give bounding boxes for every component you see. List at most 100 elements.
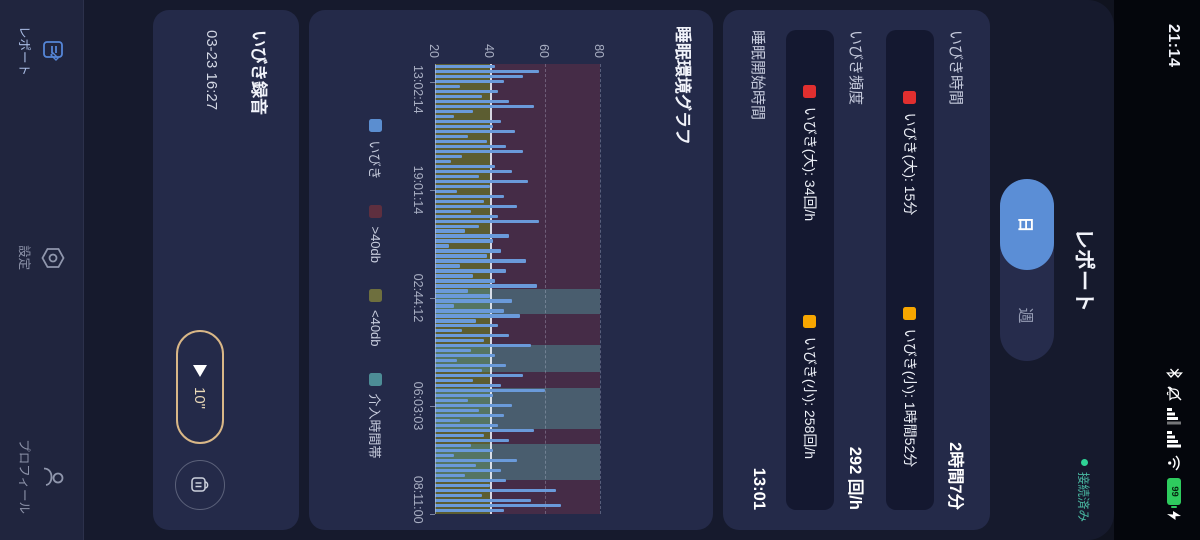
chart-area: 20 40 60 80 13:02:14 19:01:14 02:44:12 06:03:0… [366, 26, 606, 524]
chart-bar [435, 164, 496, 168]
y-tick-label: 80 [592, 44, 606, 58]
snore-frequency-row: いびき頻度 292 回/h [836, 28, 878, 512]
chart-bar [435, 109, 474, 114]
legend-swatch-icon [369, 289, 382, 302]
chart-bar [435, 174, 479, 178]
chart-bar [435, 508, 504, 512]
detail-text: いびき(大): 34回/h [802, 106, 818, 222]
chart-bar [435, 129, 515, 134]
recording-timestamp: 03-23 16:27 [203, 30, 220, 111]
chart-bar [435, 179, 529, 183]
y-tick-label: 20 [427, 44, 441, 58]
chart-bar [435, 224, 479, 228]
chart-bar [435, 468, 501, 473]
chart-bar [435, 314, 521, 318]
chart-bar [435, 374, 523, 378]
detail-text: いびき(小): 1時間52分 [902, 328, 918, 468]
chart-bar [435, 154, 463, 159]
chart-bar [435, 269, 507, 273]
legend-item: いびき [366, 119, 385, 179]
legend-label: >40db [368, 226, 383, 263]
row-label: いびき時間 [947, 30, 965, 106]
x-tick [430, 298, 435, 299]
signal-icon-1 [1167, 408, 1182, 425]
chart-bar [435, 84, 460, 89]
chart-bar [435, 169, 512, 173]
chart-bar [435, 299, 512, 303]
tab-week[interactable]: 週 [1016, 307, 1033, 324]
chart-bar [435, 448, 493, 453]
chart-bar [435, 463, 477, 468]
chart-bar [435, 194, 504, 198]
legend-label: <40db [368, 310, 383, 347]
orange-swatch-icon [903, 306, 917, 320]
chart-bar [435, 69, 540, 74]
detail-text: いびき(小): 258回/h [802, 336, 818, 460]
chart-bar [435, 214, 499, 218]
chart-bar [435, 453, 455, 458]
chart-bar [435, 413, 504, 418]
chart-bar [435, 388, 545, 393]
chart-bar [435, 334, 510, 338]
play-button[interactable]: 10" [176, 330, 224, 444]
chart-bar [435, 284, 537, 288]
chart-bar [435, 364, 507, 368]
chart-bar [435, 89, 499, 94]
report-icon [43, 41, 64, 61]
legend-label: いびき [367, 140, 382, 180]
app-content: レポート 接続済み 日 週 いびき時間 2時間7分 いびき(大): 15分 いび… [0, 0, 1114, 540]
chart-bar [435, 209, 471, 213]
charging-icon [1167, 511, 1182, 520]
chart-bar [435, 74, 523, 79]
chart-xaxis: 13:02:14 19:01:14 02:44:12 06:03:03 08:11:00 [399, 64, 435, 524]
y-tick-label: 60 [536, 44, 551, 58]
x-tick-label: 06:03:03 [411, 381, 425, 431]
row-label: いびき頻度 [847, 30, 865, 106]
row-value: 292 回/h [846, 446, 864, 510]
chart-bar [435, 498, 532, 502]
chart-bar [435, 104, 534, 109]
settings-icon [41, 247, 66, 268]
y-tick-label: 40 [481, 44, 496, 58]
recordings-list-button[interactable] [175, 460, 225, 510]
chart-bar [435, 493, 482, 497]
nav-label: プロフィール [17, 439, 32, 514]
snore-time-row: いびき時間 2時間7分 [936, 28, 978, 512]
chart-bar [435, 354, 496, 358]
chart-bar [435, 369, 482, 373]
status-icons: 99 [1166, 367, 1183, 520]
chart-bar [435, 204, 518, 208]
chart-bar [435, 289, 468, 293]
x-tick [430, 406, 435, 407]
chart-bar [435, 65, 496, 69]
recordings-list-icon [191, 477, 209, 492]
chart-bar [435, 329, 463, 333]
nav-item-settings[interactable]: 設定 [17, 245, 67, 271]
red-swatch-icon [903, 90, 917, 104]
legend-swatch-icon [369, 372, 382, 386]
chart-bar [435, 139, 488, 144]
chart-bar [435, 114, 455, 119]
chart-bar [435, 99, 510, 104]
legend-item: <40db [366, 289, 385, 347]
nav-item-profile[interactable]: プロフィール [17, 439, 67, 514]
chart-bar [435, 184, 490, 188]
sleep-environment-card: 睡眠環境グラフ 20 40 60 80 13:02:14 19:01:14 02:44:1… [309, 10, 713, 530]
snore-time-details: いびき(大): 15分 いびき(小): 1時間52分 [886, 30, 934, 510]
tab-day[interactable]: 日 [1000, 179, 1054, 270]
chart-bar [435, 189, 457, 193]
chart-bar [435, 199, 485, 203]
status-time: 21:14 [1165, 24, 1182, 68]
chart-bar [435, 124, 493, 129]
chart-bar [435, 398, 468, 403]
row-value: 13:01 [750, 467, 768, 510]
nav-item-report[interactable]: レポート [17, 26, 67, 76]
gridline-80 [600, 64, 601, 514]
chart-bar [435, 134, 468, 139]
chart-bar [435, 259, 526, 263]
play-icon [193, 364, 207, 377]
chart-bar [435, 428, 534, 433]
connection-status: 接続済み [1075, 458, 1094, 522]
